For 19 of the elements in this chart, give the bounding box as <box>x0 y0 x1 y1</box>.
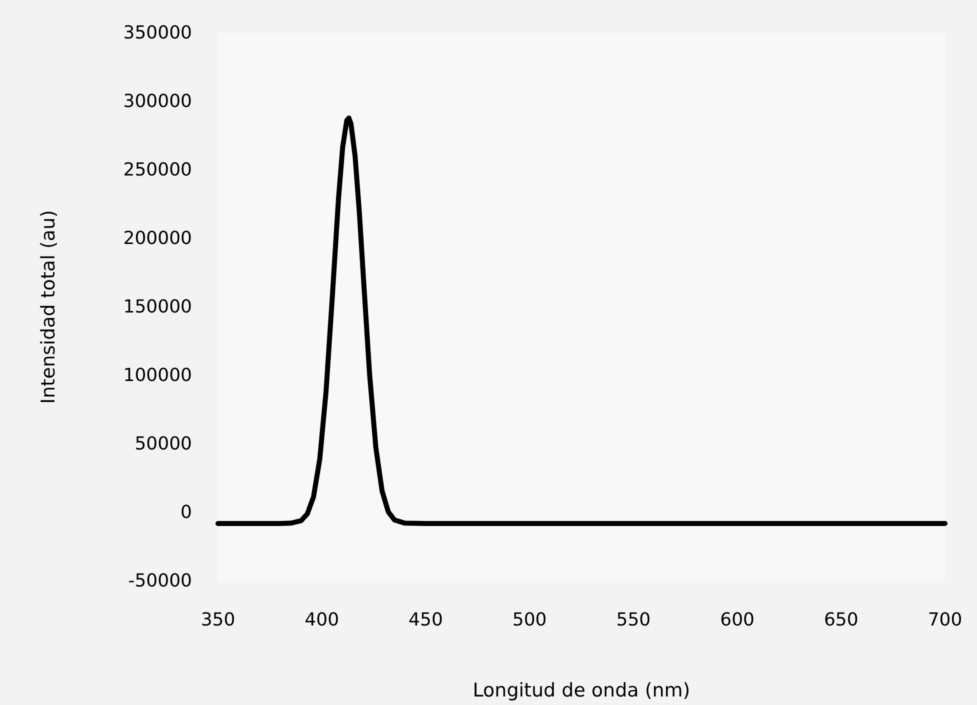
x-tick-label: 650 <box>824 610 858 630</box>
x-tick-label: 600 <box>720 610 754 630</box>
x-axis-title: Longitud de onda (nm) <box>472 680 690 702</box>
x-tick-label: 550 <box>616 610 651 630</box>
y-tick-label: 200000 <box>123 228 192 249</box>
y-tick-label: 100000 <box>123 365 192 386</box>
y-tick-label: 350000 <box>123 22 192 44</box>
x-tick-label: 500 <box>512 610 547 630</box>
y-tick-label: -50000 <box>128 570 192 592</box>
y-tick-label: 150000 <box>123 296 192 318</box>
y-tick-label: 50000 <box>134 434 192 454</box>
y-axis-title: Intensidad total (au) <box>38 210 60 404</box>
x-tick-label: 700 <box>928 610 962 630</box>
x-tick-label: 400 <box>304 610 340 630</box>
x-tick-label: 350 <box>200 610 236 630</box>
y-tick-label: 0 <box>180 502 192 523</box>
x-tick-label: 450 <box>408 610 443 630</box>
y-tick-label: 300000 <box>123 91 192 112</box>
y-tick-label: 250000 <box>123 160 192 180</box>
